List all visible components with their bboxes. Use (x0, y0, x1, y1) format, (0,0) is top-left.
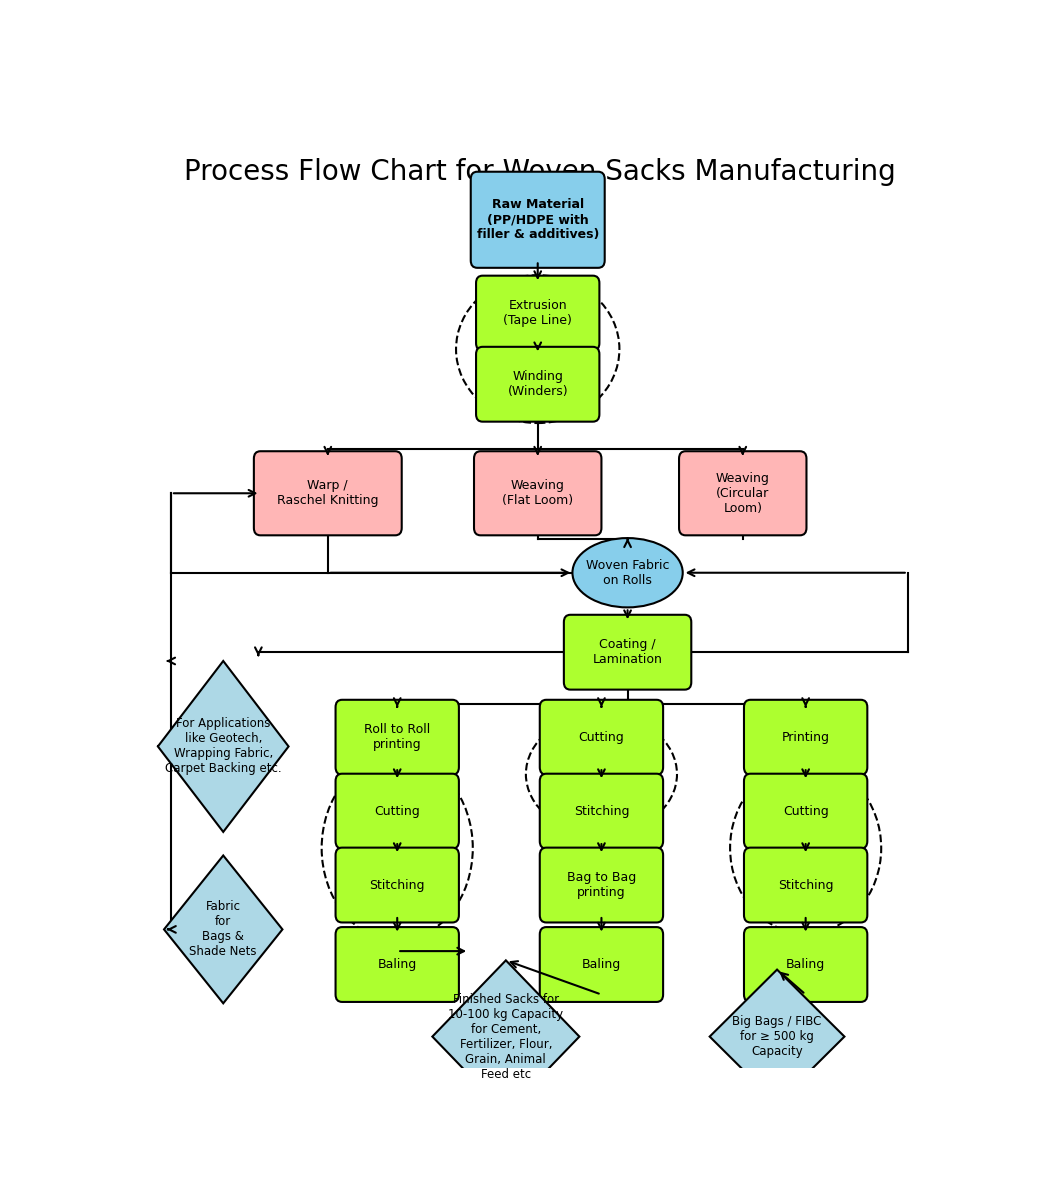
Text: Cutting: Cutting (579, 731, 624, 744)
Text: Extrusion
(Tape Line): Extrusion (Tape Line) (504, 299, 572, 328)
FancyBboxPatch shape (540, 774, 663, 848)
Text: Raw Material
(PP/HDPE with
filler & additives): Raw Material (PP/HDPE with filler & addi… (476, 198, 599, 241)
Polygon shape (709, 970, 844, 1104)
FancyBboxPatch shape (335, 847, 458, 923)
Text: Stitching: Stitching (573, 805, 629, 817)
FancyBboxPatch shape (744, 774, 867, 848)
FancyBboxPatch shape (679, 451, 806, 535)
Text: For Applications
like Geotech,
Wrapping Fabric,
Carpet Backing etc.: For Applications like Geotech, Wrapping … (164, 718, 281, 775)
FancyBboxPatch shape (335, 700, 458, 775)
Text: Bag to Bag
printing: Bag to Bag printing (567, 871, 636, 899)
FancyBboxPatch shape (476, 347, 600, 421)
Text: Stitching: Stitching (370, 878, 425, 892)
Text: Roll to Roll
printing: Roll to Roll printing (364, 724, 430, 751)
Text: Process Flow Chart for Woven Sacks Manufacturing: Process Flow Chart for Woven Sacks Manuf… (184, 157, 896, 186)
Polygon shape (158, 661, 289, 832)
Text: Woven Fabric
on Rolls: Woven Fabric on Rolls (586, 559, 669, 587)
FancyBboxPatch shape (254, 451, 402, 535)
Text: Weaving
(Flat Loom): Weaving (Flat Loom) (502, 479, 573, 508)
FancyBboxPatch shape (335, 928, 458, 1002)
FancyBboxPatch shape (474, 451, 602, 535)
FancyBboxPatch shape (471, 172, 605, 268)
FancyBboxPatch shape (744, 700, 867, 775)
Text: Warp /
Raschel Knitting: Warp / Raschel Knitting (277, 479, 378, 508)
Text: Finished Sacks for
10-100 kg Capacity
for Cement,
Fertilizer, Flour,
Grain, Anim: Finished Sacks for 10-100 kg Capacity fo… (448, 992, 564, 1080)
Text: Baling: Baling (582, 958, 621, 971)
Text: Printing: Printing (782, 731, 829, 744)
Text: Weaving
(Circular
Loom): Weaving (Circular Loom) (716, 472, 769, 515)
Text: Cutting: Cutting (783, 805, 828, 817)
FancyBboxPatch shape (744, 847, 867, 923)
Text: Baling: Baling (786, 958, 825, 971)
Ellipse shape (572, 538, 683, 607)
Text: Fabric
for
Bags &
Shade Nets: Fabric for Bags & Shade Nets (190, 900, 257, 959)
FancyBboxPatch shape (540, 847, 663, 923)
Text: Coating /
Lamination: Coating / Lamination (592, 638, 663, 666)
FancyBboxPatch shape (335, 774, 458, 848)
FancyBboxPatch shape (564, 614, 691, 690)
FancyBboxPatch shape (744, 928, 867, 1002)
FancyBboxPatch shape (476, 276, 600, 350)
Text: Winding
(Winders): Winding (Winders) (507, 371, 568, 398)
FancyBboxPatch shape (540, 928, 663, 1002)
Polygon shape (164, 856, 282, 1003)
FancyBboxPatch shape (540, 700, 663, 775)
Polygon shape (432, 960, 580, 1112)
Text: Cutting: Cutting (374, 805, 421, 817)
Text: Stitching: Stitching (778, 878, 834, 892)
Text: Big Bags / FIBC
for ≥ 500 kg
Capacity: Big Bags / FIBC for ≥ 500 kg Capacity (733, 1015, 822, 1058)
Text: Baling: Baling (377, 958, 416, 971)
